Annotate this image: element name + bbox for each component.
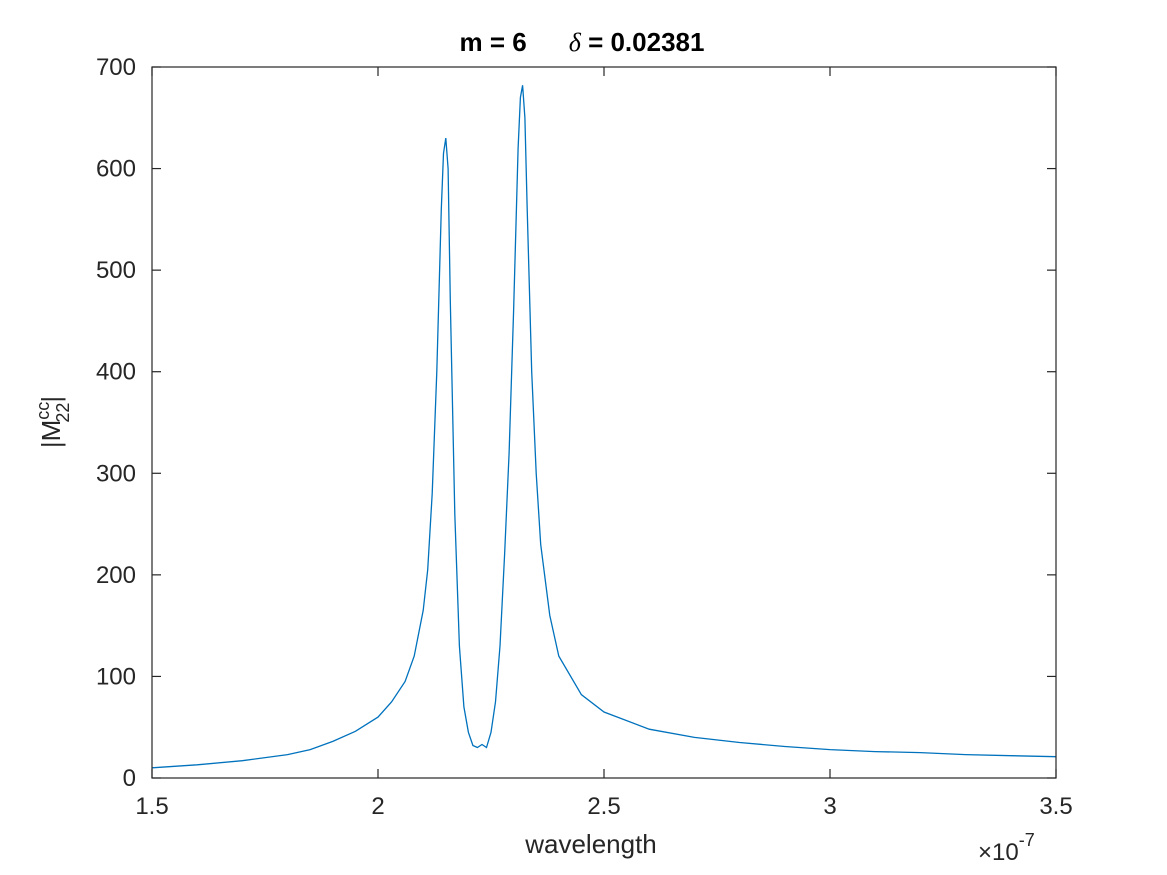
x-tick-label: 3.5 [1039,793,1072,820]
y-label-bar-right: | [36,396,66,403]
y-label-superscript: cc [33,402,53,420]
svg-text:|Mcc22|: |Mcc22| [33,396,73,448]
y-tick-label: 0 [123,765,136,792]
series-line [151,85,1057,769]
y-tick-label: 500 [96,257,136,284]
x-tick-label: 2 [371,793,384,820]
y-tick-label: 300 [96,460,136,487]
y-label-bar-left: | [36,441,66,448]
x-tick-label: 1.5 [135,793,168,820]
x-tick-label: 3 [823,793,836,820]
x-exponent-power: -7 [1019,830,1035,850]
x-axis-label: wavelength [524,829,657,859]
title-part2: = 0.02381 [581,27,705,57]
y-label-base: M [36,420,66,442]
y-tick-label: 200 [96,562,136,589]
chart-title: m = 6 δ = 0.02381 [460,27,705,57]
title-delta-symbol: δ [569,28,582,57]
y-tick-label: 700 [96,54,136,81]
y-label-subscript: 22 [53,403,73,423]
x-ticks: 1.5 2 2.5 3 3.5 [135,67,1073,820]
title-part1: m = 6 [460,27,527,57]
x-exponent-label: ×10-7 [978,830,1035,866]
axes-box [151,66,1057,779]
y-tick-label: 400 [96,359,136,386]
x-tick-label: 2.5 [587,793,620,820]
y-tick-label: 600 [96,156,136,183]
y-tick-label: 100 [96,663,136,690]
y-ticks: 0 100 200 300 400 500 600 700 [96,54,1056,792]
y-axis-label: |Mcc22| [33,396,73,448]
x-exponent-base: ×10 [978,839,1019,866]
